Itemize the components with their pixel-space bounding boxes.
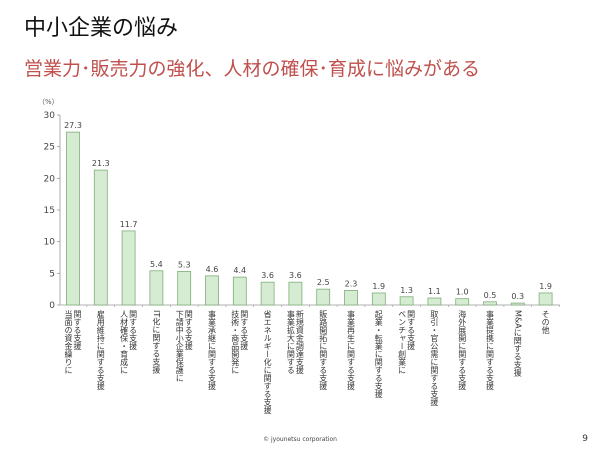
bar-value-label: 1.0 <box>456 288 469 297</box>
x-tick-label-line: 起業・転業に関する支援 <box>374 310 384 398</box>
bar <box>399 296 414 306</box>
bar-value-label: 1.9 <box>372 282 385 291</box>
y-tick-label: 0 <box>49 301 55 311</box>
x-tick-label: 当面の資金繰りに 関する支援 <box>64 310 82 374</box>
bar-value-label: 0.3 <box>511 292 524 301</box>
bar-value-label: 3.6 <box>261 271 274 280</box>
bar <box>149 270 164 306</box>
bar <box>177 271 192 306</box>
x-tick-label: M&Aに関する支援 <box>513 310 522 377</box>
x-tick-label-line: 下請中小企業保護に <box>175 310 185 382</box>
bar <box>455 298 470 306</box>
x-tick-label-line: 新規資金調達支援 <box>295 310 305 374</box>
y-tick-label: 25 <box>44 143 55 153</box>
slide-title: 中小企業の悩み <box>24 16 179 41</box>
footer-copyright: © jyounetsu corporation <box>263 436 337 443</box>
x-tick-label-line: その他 <box>541 310 551 334</box>
bar <box>121 230 136 306</box>
bar-value-label: 4.6 <box>206 265 219 274</box>
bar <box>316 288 331 306</box>
bar-value-label: 0.5 <box>484 291 497 300</box>
bar-value-label: 4.4 <box>233 266 246 275</box>
bar <box>344 290 358 306</box>
x-tick-label-line: IT化に関する支援 <box>151 310 161 374</box>
y-tick-label: 15 <box>44 206 55 216</box>
bar-value-label: 27.3 <box>64 121 82 130</box>
x-tick-label: 事業承継に関する支援 <box>208 310 217 390</box>
bar-value-label: 2.5 <box>317 278 330 287</box>
x-tick-label: 省エネルギー化に関する支援 <box>263 310 272 414</box>
bar-value-label: 1.3 <box>400 286 413 295</box>
x-tick-label: 下請中小企業保護に 関する支援 <box>175 310 193 382</box>
y-tick-label: 20 <box>44 174 56 184</box>
bar-value-label: 5.4 <box>150 260 163 269</box>
bar-value-label: 1.9 <box>539 282 552 291</box>
bar <box>510 302 525 306</box>
x-tick-label-line: 事業提携に関する支援 <box>485 310 495 390</box>
x-tick-label-line: 事業再生に関する支援 <box>346 310 356 390</box>
x-tick-label-line: 関する支援 <box>239 310 249 350</box>
x-tick-label: 人材確保・育成に 関する支援 <box>120 310 138 374</box>
bar-value-label: 1.1 <box>428 287 441 296</box>
bar-value-label: 3.6 <box>289 271 302 280</box>
x-tick-label: 取引・官公需に関する支援 <box>430 310 439 406</box>
bar <box>538 292 553 306</box>
y-axis-unit: （%） <box>38 98 59 106</box>
bar <box>371 292 386 306</box>
bar <box>483 301 497 306</box>
page-number: 9 <box>582 434 588 444</box>
y-tick-label: 10 <box>44 238 56 248</box>
x-tick-label-line: 技術・商品開発に <box>230 310 240 374</box>
x-tick-label-line: 人材確保・育成に <box>119 310 129 374</box>
y-tick-label: 5 <box>49 269 55 279</box>
bar <box>288 281 303 306</box>
x-tick-label-line: 販路開拓に関する支援 <box>318 310 328 390</box>
x-tick-label-line: 海外展開に関する支援 <box>457 310 467 390</box>
bar <box>205 275 219 306</box>
x-tick-label-line: 取引・官公需に関する支援 <box>429 310 439 406</box>
bar-value-label: 21.3 <box>92 159 110 168</box>
x-tick-label: 技術・商品開発に 関する支援 <box>231 310 249 374</box>
x-tick-label-line: 関する支援 <box>128 310 138 350</box>
x-tick-label: ベンチャー創業に 関する支援 <box>398 310 416 374</box>
x-tick-label: 事業再生に関する支援 <box>347 310 356 390</box>
x-tick-label-line: 関する支援 <box>406 310 416 350</box>
x-tick-label: 起業・転業に関する支援 <box>374 310 383 398</box>
x-tick-label-line: ベンチャー創業に <box>397 310 407 374</box>
x-tick-label: 事業拡大に関する 新規資金調達支援 <box>286 310 304 374</box>
x-tick-label: 販路開拓に関する支援 <box>319 310 328 390</box>
x-tick-label: IT化に関する支援 <box>152 310 161 373</box>
bar <box>260 281 275 306</box>
x-tick-label-line: 当面の資金繰りに <box>64 310 73 374</box>
bar <box>93 169 108 306</box>
bar-value-label: 11.7 <box>120 220 138 229</box>
bar <box>66 131 80 306</box>
x-tick-label-line: 雇用維持に関する支援 <box>96 310 106 390</box>
x-tick-label: 海外展開に関する支援 <box>458 310 467 390</box>
bar-value-label: 2.3 <box>345 279 358 288</box>
x-tick-label: 雇用維持に関する支援 <box>96 310 105 390</box>
x-tick-label-line: 関する支援 <box>184 310 194 350</box>
x-tick-label-line: 事業承継に関する支援 <box>207 310 217 390</box>
x-tick-label-line: M&Aに関する支援 <box>513 310 523 377</box>
y-tick-label: 30 <box>44 111 56 121</box>
bar <box>232 276 247 306</box>
x-tick-label: 事業提携に関する支援 <box>486 310 495 390</box>
bar <box>427 297 442 306</box>
x-tick-label: その他 <box>541 310 550 334</box>
x-tick-label-line: 省エネルギー化に関する支援 <box>263 310 273 414</box>
x-tick-label-line: 関する支援 <box>73 310 82 350</box>
x-tick-label-line: 事業拡大に関する <box>286 310 296 374</box>
slide-subtitle: 営業力･販売力の強化、人材の確保･育成に悩みがある <box>24 58 481 80</box>
bar-value-label: 5.3 <box>178 260 191 269</box>
